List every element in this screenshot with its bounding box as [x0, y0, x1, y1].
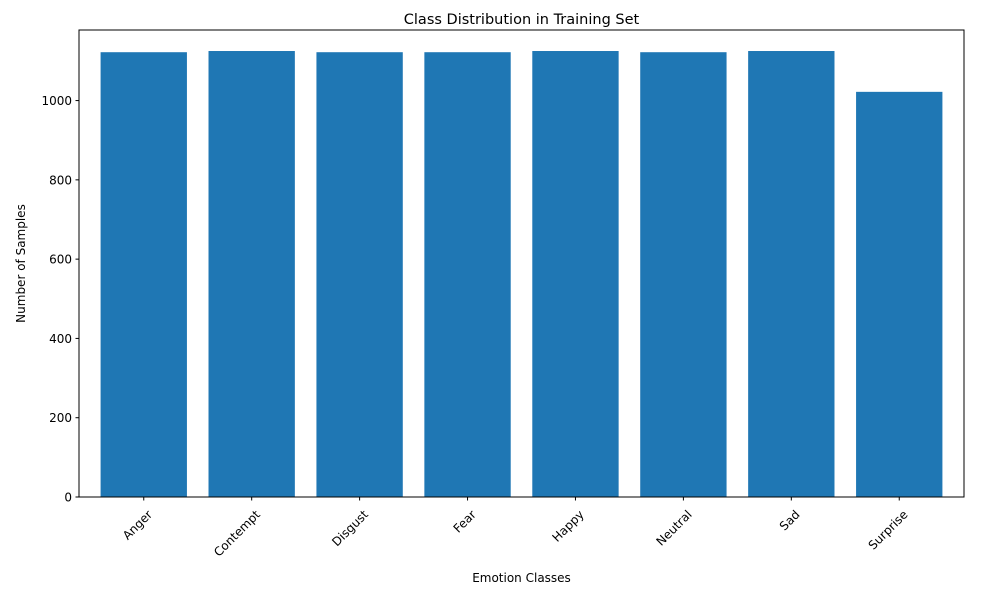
- x-tick-label-happy: Happy: [550, 507, 587, 544]
- x-axis-ticks: Anger Contempt Disgust Fear Happy Neutral Sad S…: [120, 497, 911, 559]
- bars-group: [100, 51, 943, 497]
- bar-fear: [424, 52, 511, 497]
- y-tick-label: 800: [49, 173, 72, 187]
- plot-area-frame: [78, 29, 965, 498]
- bar-happy: [532, 51, 619, 497]
- bar-surprise: [856, 91, 943, 497]
- x-tick-label-fear: Fear: [451, 507, 479, 535]
- bar-neutral: [640, 52, 727, 497]
- x-tick-label-neutral: Neutral: [654, 507, 695, 548]
- x-tick-label-surprise: Surprise: [866, 507, 911, 552]
- x-axis-label: Emotion Classes: [472, 571, 571, 585]
- bar-disgust: [316, 52, 403, 497]
- x-tick-label-anger: Anger: [120, 507, 155, 542]
- y-tick-label: 400: [49, 332, 72, 346]
- chart-title: Class Distribution in Training Set: [404, 12, 640, 28]
- y-tick-label: 600: [49, 253, 72, 267]
- bar-sad: [748, 51, 835, 497]
- y-tick-label: 200: [49, 411, 72, 425]
- y-axis-ticks: 0 200 400 600 800 1000: [41, 94, 79, 505]
- x-tick-label-sad: Sad: [777, 507, 803, 533]
- x-tick-label-contempt: Contempt: [211, 507, 263, 559]
- y-axis-label: Number of Samples: [14, 204, 28, 323]
- y-tick-label: 0: [64, 491, 72, 505]
- bar-contempt: [208, 51, 295, 497]
- x-tick-label-disgust: Disgust: [329, 507, 371, 549]
- y-tick-label: 1000: [41, 94, 72, 108]
- bar-anger: [100, 52, 187, 497]
